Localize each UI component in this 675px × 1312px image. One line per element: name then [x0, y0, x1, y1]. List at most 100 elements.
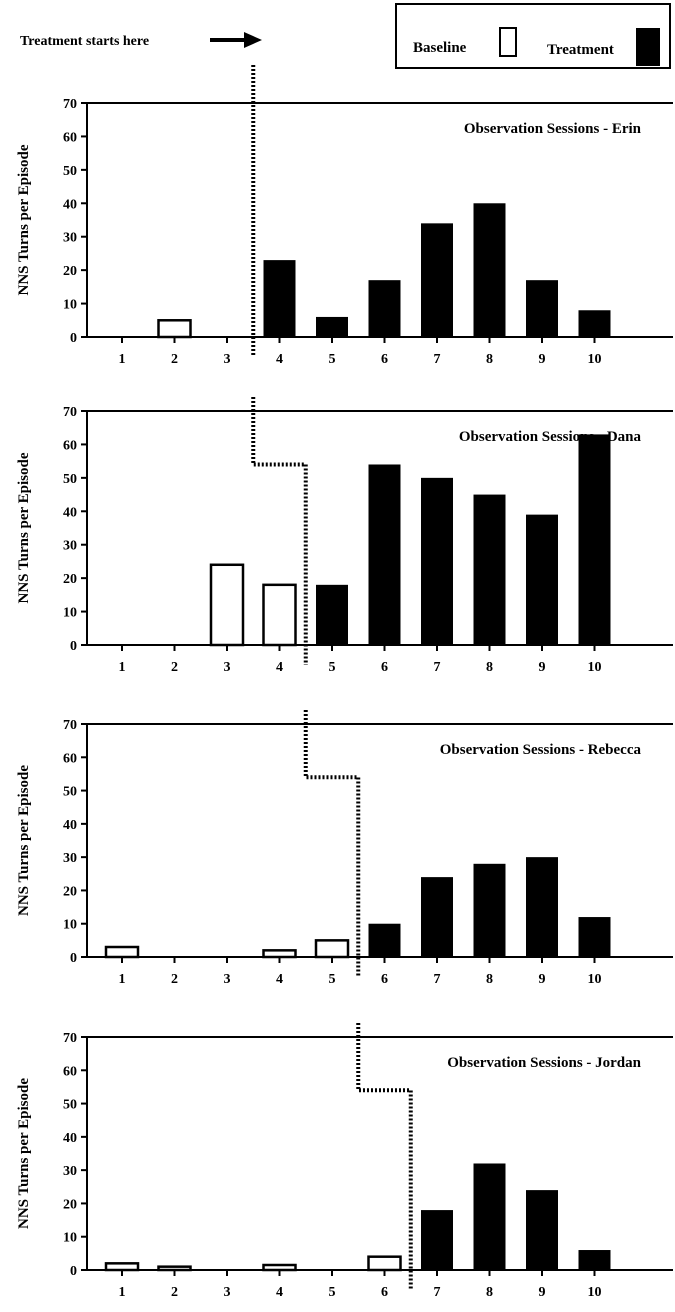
x-tick-label: 4 [276, 1285, 283, 1300]
treatment-arrow-head [244, 32, 262, 48]
x-tick-label: 8 [486, 972, 493, 987]
baseline-bar [209, 563, 245, 647]
baseline-bar [104, 1262, 140, 1272]
x-tick-label: 10 [588, 352, 602, 367]
y-tick-label: 70 [63, 405, 77, 420]
y-tick-label: 40 [63, 818, 77, 833]
y-tick-label: 20 [63, 884, 77, 899]
x-tick-label: 8 [486, 660, 493, 675]
baseline-bar [314, 939, 350, 959]
treatment-bar [526, 1190, 558, 1270]
x-tick-label: 9 [539, 972, 546, 987]
y-tick-label: 10 [63, 1231, 77, 1246]
treatment-bar [421, 1210, 453, 1270]
treatment-bar [368, 280, 401, 337]
legend: Baseline Treatment [395, 3, 671, 69]
x-tick-label: 10 [588, 660, 602, 675]
chart-panel-2: 0 10 20 30 40 50 60 70 NNS Turns per Episode Obse… [16, 397, 673, 675]
baseline-bar [262, 949, 297, 959]
x-tick-label: 1 [119, 1285, 126, 1300]
x-tick-label: 5 [329, 660, 336, 675]
x-tick-label: 1 [119, 972, 126, 987]
y-tick-label: 60 [63, 438, 77, 453]
y-tick-label: 40 [63, 197, 77, 212]
y-axis-label: NNS Turns per Episode [16, 765, 32, 916]
x-tick-label: 3 [224, 1285, 231, 1300]
x-tick-label: 5 [329, 972, 336, 987]
y-tick-label: 10 [63, 918, 77, 933]
x-tick-label: 5 [329, 352, 336, 367]
y-tick-label: 40 [63, 1131, 77, 1146]
x-tick-label: 7 [434, 972, 441, 987]
y-tick-label: 10 [63, 606, 77, 621]
y-tick-label: 70 [63, 1031, 77, 1046]
y-tick-label: 40 [63, 505, 77, 520]
treatment-bar [421, 477, 453, 645]
y-tick-label: 10 [63, 298, 77, 313]
y-axis-label: NNS Turns per Episode [16, 1078, 32, 1229]
treatment-bar [578, 310, 611, 337]
y-tick-label: 60 [63, 1064, 77, 1079]
x-tick-label: 7 [434, 1285, 441, 1300]
y-tick-label: 20 [63, 264, 77, 279]
x-tick-label: 7 [434, 352, 441, 367]
treatment-bar [263, 260, 296, 337]
x-tick-label: 4 [276, 972, 283, 987]
baseline-bar [104, 945, 140, 959]
treatment-bar [473, 203, 506, 337]
y-tick-label: 30 [63, 1164, 77, 1179]
y-tick-label: 50 [63, 472, 77, 487]
x-tick-label: 5 [329, 1285, 336, 1300]
baseline-bar [157, 1265, 192, 1272]
baseline-bar [367, 1255, 402, 1272]
y-tick-label: 0 [70, 1264, 77, 1279]
treatment-bar [578, 917, 611, 957]
x-tick-label: 6 [381, 972, 388, 987]
y-tick-label: 60 [63, 751, 77, 766]
y-tick-label: 30 [63, 231, 77, 246]
treatment-bar [421, 223, 453, 337]
baseline-bar [262, 1263, 297, 1272]
y-tick-label: 0 [70, 639, 77, 654]
x-tick-label: 3 [224, 352, 231, 367]
treatment-bar [316, 584, 348, 645]
x-tick-label: 6 [381, 352, 388, 367]
phase-change-line [303, 710, 361, 977]
treatment-bar [578, 1250, 611, 1270]
x-tick-label: 8 [486, 352, 493, 367]
treatment-bar [526, 857, 558, 957]
treatment-bar [368, 464, 401, 645]
y-tick-label: 70 [63, 718, 77, 733]
panel-title: Observation Sessions - Erin [464, 121, 642, 137]
y-tick-label: 30 [63, 539, 77, 554]
x-tick-label: 8 [486, 1285, 493, 1300]
x-tick-label: 7 [434, 660, 441, 675]
x-tick-label: 3 [224, 660, 231, 675]
x-tick-label: 1 [119, 352, 126, 367]
chart-panel-1: 0 10 20 30 40 50 60 70 NNS Turns per Episode Obse… [16, 65, 673, 367]
treatment-bar [473, 863, 506, 957]
chart-panel-3: 0 10 20 30 40 50 60 70 NNS Turns per Episode Obse… [16, 710, 673, 987]
x-tick-label: 1 [119, 660, 126, 675]
x-tick-label: 6 [381, 1285, 388, 1300]
treatment-annotation: Treatment starts here [20, 32, 262, 49]
y-tick-label: 20 [63, 1197, 77, 1212]
x-tick-label: 6 [381, 660, 388, 675]
y-tick-label: 20 [63, 572, 77, 587]
x-tick-label: 2 [171, 972, 178, 987]
legend-frame [395, 3, 671, 69]
panel-title: Observation Sessions - Dana [459, 429, 642, 445]
x-tick-label: 10 [588, 1285, 602, 1300]
treatment-bar [368, 923, 401, 957]
x-tick-label: 2 [171, 352, 178, 367]
baseline-bar [262, 583, 297, 647]
treatment-bar [421, 877, 453, 957]
phase-change-line [356, 1023, 413, 1290]
x-tick-label: 9 [539, 352, 546, 367]
x-tick-label: 2 [171, 1285, 178, 1300]
x-tick-label: 9 [539, 1285, 546, 1300]
treatment-bar [473, 494, 506, 645]
y-tick-label: 60 [63, 130, 77, 145]
